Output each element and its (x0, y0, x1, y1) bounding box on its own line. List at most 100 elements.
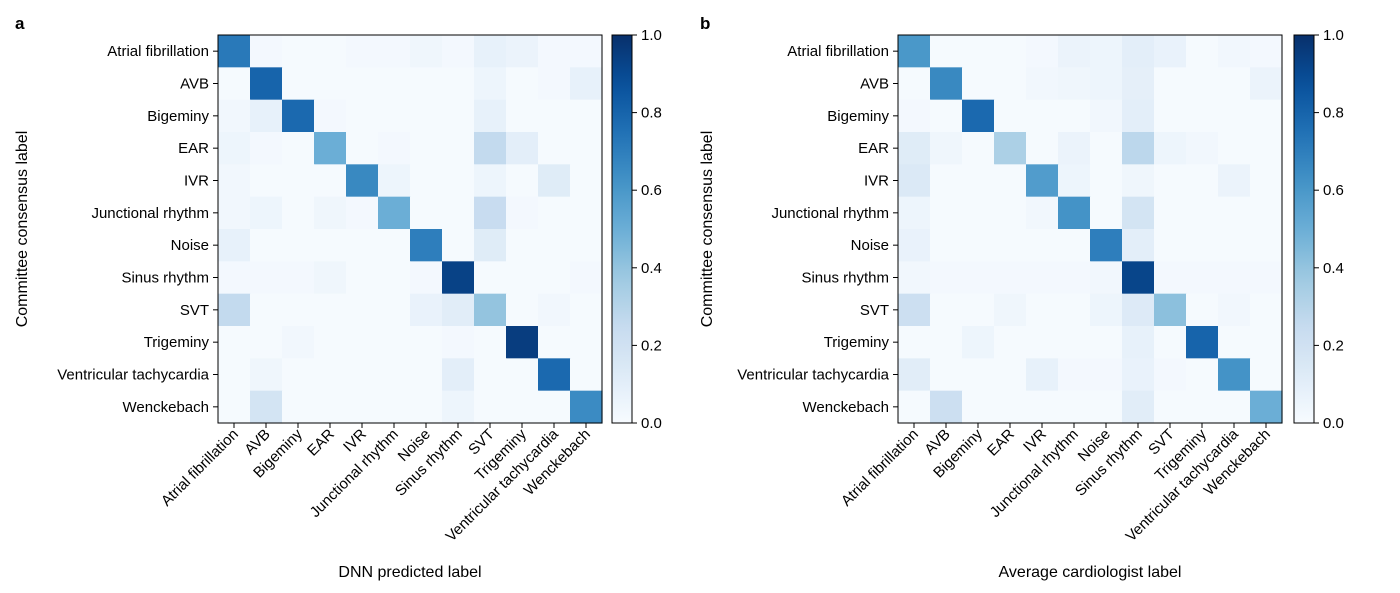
heatmap-cell (410, 99, 443, 133)
y-tick-label: Atrial fibrillation (107, 43, 209, 60)
heatmap-cell (1154, 164, 1187, 198)
heatmap-cell (346, 261, 379, 295)
heatmap-cell (1090, 99, 1123, 133)
heatmap-cell (538, 99, 571, 133)
heatmap-cell (282, 164, 315, 198)
heatmap-cell (1250, 358, 1283, 392)
heatmap-cell (474, 358, 507, 392)
heatmap-cell (962, 293, 995, 327)
heatmap-cell (962, 132, 995, 165)
heatmap-cell (930, 261, 963, 295)
heatmap-cell (506, 390, 539, 424)
heatmap-cell (1058, 326, 1091, 359)
heatmap-cell (1186, 99, 1219, 133)
heatmap-cell (410, 67, 443, 101)
heatmap-cell (898, 390, 931, 424)
heatmap-cell (218, 99, 251, 133)
heatmap-cell (218, 229, 251, 262)
y-tick-label: Junctional rhythm (771, 205, 889, 222)
y-tick-label: EAR (858, 140, 889, 157)
y-tick-label: SVT (180, 302, 209, 319)
heatmap-cell (1122, 229, 1155, 262)
heatmap-cell (314, 229, 347, 262)
heatmap-cell (346, 196, 379, 230)
heatmap-cell (962, 261, 995, 295)
y-tick-label: IVR (864, 173, 889, 190)
heatmap-cell (1154, 261, 1187, 295)
heatmap-cell (506, 293, 539, 327)
heatmap-cell (930, 390, 963, 424)
heatmap-cell (378, 390, 411, 424)
heatmap-cell (378, 261, 411, 295)
heatmap-cell (442, 293, 475, 327)
heatmap-cell (1026, 67, 1059, 101)
heatmap-cell (1250, 35, 1283, 68)
heatmap-cell (994, 35, 1027, 68)
heatmap-cell (1058, 67, 1091, 101)
heatmap-cell (538, 261, 571, 295)
heatmap-cell (442, 67, 475, 101)
colorbar-tick-label: 1.0 (1323, 27, 1344, 44)
heatmap-cell (346, 358, 379, 392)
heatmap-cell (538, 293, 571, 327)
heatmap-cell (898, 164, 931, 198)
heatmap-cell (250, 35, 283, 68)
heatmap-cell (346, 326, 379, 359)
heatmap-cell (346, 35, 379, 68)
heatmap-cell (538, 358, 571, 392)
y-tick-label: Ventricular tachycardia (57, 367, 209, 384)
heatmap-cell (346, 164, 379, 198)
panel-label: b (700, 14, 710, 33)
heatmap-cell (570, 99, 603, 133)
heatmap-cell (538, 326, 571, 359)
heatmap-cell (474, 390, 507, 424)
heatmap-cell (994, 99, 1027, 133)
heatmap-cell (570, 390, 603, 424)
heatmap-cell (898, 99, 931, 133)
x-tick-label: Atrial fibrillation (838, 426, 922, 510)
heatmap-cell (1090, 293, 1123, 327)
colorbar (1293, 34, 1315, 424)
heatmap-cell (898, 293, 931, 327)
y-tick-label: Noise (851, 237, 889, 254)
y-tick-label: AVB (180, 76, 209, 93)
heatmap-cell (378, 293, 411, 327)
heatmap-cell (1218, 358, 1251, 392)
heatmap-cell (994, 196, 1027, 230)
heatmap-cell (442, 132, 475, 165)
colorbar-tick-label: 0.2 (1323, 337, 1344, 354)
heatmap-cell (1154, 196, 1187, 230)
colorbar-tick-label: 0.8 (641, 105, 662, 122)
heatmap-cell (410, 261, 443, 295)
y-tick-label: IVR (184, 173, 209, 190)
heatmap-cell (250, 293, 283, 327)
heatmap-cell (410, 390, 443, 424)
heatmap-cell (442, 261, 475, 295)
heatmap-cell (346, 132, 379, 165)
heatmap-cell (506, 326, 539, 359)
heatmap-cell (1090, 358, 1123, 392)
heatmap-cell (1218, 196, 1251, 230)
y-tick-label: Sinus rhythm (801, 270, 889, 287)
heatmap-cell (1154, 293, 1187, 327)
heatmap-cell (474, 229, 507, 262)
heatmap-cell (538, 390, 571, 424)
heatmap-cell (1122, 390, 1155, 424)
heatmap-cell (218, 35, 251, 68)
heatmap-cell (506, 35, 539, 68)
heatmap-cell (962, 358, 995, 392)
heatmap-cell (346, 99, 379, 133)
colorbar-tick-label: 0.6 (1323, 182, 1344, 199)
heatmap-cell (410, 358, 443, 392)
x-tick-label: EAR (304, 426, 338, 460)
x-tick-label: EAR (984, 426, 1018, 460)
heatmap-cell (474, 326, 507, 359)
heatmap-cell (250, 132, 283, 165)
heatmap-cell (474, 261, 507, 295)
heatmap-cell (1058, 132, 1091, 165)
heatmap-cell (282, 326, 315, 359)
heatmap-cell (1250, 196, 1283, 230)
heatmap-cell (962, 229, 995, 262)
heatmap-cell (570, 261, 603, 295)
